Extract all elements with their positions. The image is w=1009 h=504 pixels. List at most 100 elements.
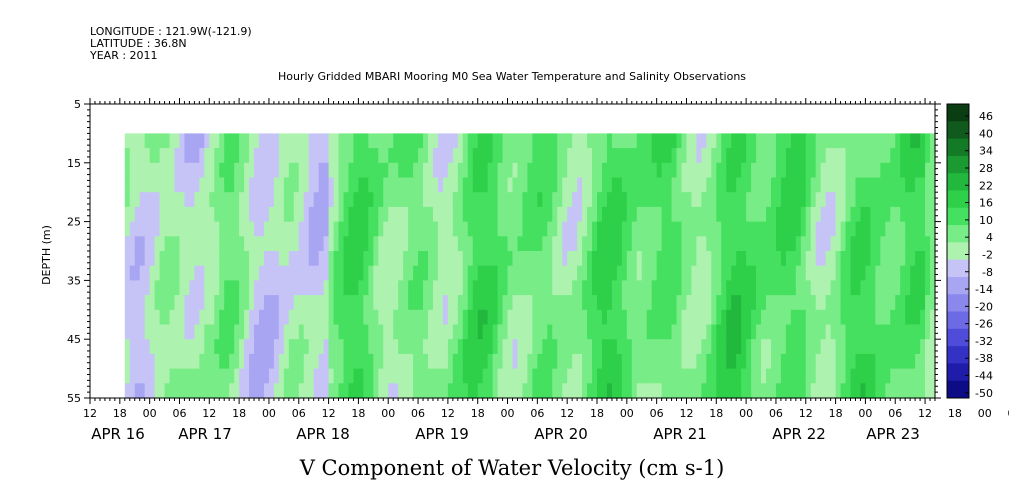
heatmap-cell bbox=[741, 280, 747, 296]
heatmap-cell bbox=[636, 177, 643, 193]
heatmap-cell bbox=[606, 295, 613, 311]
heatmap-cell bbox=[706, 251, 712, 267]
heatmap-cell bbox=[527, 353, 533, 370]
heatmap-cell bbox=[348, 295, 355, 311]
heatmap-cell bbox=[770, 236, 777, 252]
heatmap-cell bbox=[930, 339, 936, 355]
heatmap-cell bbox=[701, 383, 707, 399]
heatmap-cell bbox=[592, 162, 598, 179]
heatmap-cell bbox=[706, 295, 712, 311]
heatmap-cell bbox=[249, 133, 255, 149]
heatmap-cell bbox=[875, 177, 881, 193]
heatmap-cell bbox=[373, 368, 379, 384]
heatmap-cell bbox=[259, 324, 265, 340]
heatmap-cell bbox=[925, 162, 931, 179]
heatmap-cell bbox=[756, 383, 762, 399]
heatmap-cell bbox=[383, 148, 389, 164]
heatmap-cell bbox=[780, 133, 787, 149]
heatmap-cell bbox=[432, 309, 439, 326]
heatmap-cell bbox=[353, 221, 360, 237]
heatmap-cell bbox=[925, 368, 931, 384]
heatmap-cell bbox=[830, 353, 837, 370]
heatmap-cell bbox=[303, 236, 310, 252]
heatmap-cell bbox=[840, 192, 847, 208]
heatmap-cell bbox=[348, 236, 355, 252]
heatmap-cell bbox=[711, 309, 717, 326]
heatmap-cell bbox=[875, 251, 881, 267]
heatmap-cell bbox=[611, 339, 618, 355]
heatmap-cell bbox=[457, 383, 464, 399]
heatmap-cell bbox=[686, 368, 693, 384]
colorbar-tick-label: 4 bbox=[986, 231, 993, 244]
heatmap-cell bbox=[676, 251, 683, 267]
heatmap-cell bbox=[905, 368, 911, 384]
heatmap-cell bbox=[492, 251, 499, 267]
colorbar-tick-label: 22 bbox=[979, 179, 993, 192]
x-tick-label: 06 bbox=[888, 407, 902, 420]
heatmap-cell bbox=[860, 368, 867, 384]
heatmap-cell bbox=[840, 280, 847, 296]
heatmap-cell bbox=[676, 148, 683, 164]
heatmap-cell bbox=[194, 368, 200, 384]
x-tick-label: 12 bbox=[560, 407, 574, 420]
heatmap-cell bbox=[418, 236, 424, 252]
heatmap-cell bbox=[293, 309, 300, 326]
heatmap-cell bbox=[905, 309, 911, 326]
heatmap-cell bbox=[890, 324, 896, 340]
heatmap-cell bbox=[408, 295, 414, 311]
heatmap-cell bbox=[552, 162, 558, 179]
heatmap-cell bbox=[601, 192, 608, 208]
heatmap-cell bbox=[656, 368, 663, 384]
heatmap-cell bbox=[244, 251, 250, 267]
heatmap-cell bbox=[308, 265, 315, 281]
heatmap-cell bbox=[597, 339, 603, 355]
heatmap-cell bbox=[239, 221, 245, 237]
heatmap-cell bbox=[706, 339, 712, 355]
heatmap-cell bbox=[552, 236, 558, 252]
heatmap-cell bbox=[408, 177, 414, 193]
heatmap-cell bbox=[164, 339, 171, 355]
heatmap-cell bbox=[751, 133, 757, 149]
heatmap-cell bbox=[552, 368, 558, 384]
heatmap-cell bbox=[428, 162, 434, 179]
heatmap-cell bbox=[676, 339, 683, 355]
heatmap-cell bbox=[492, 368, 499, 384]
heatmap-cell bbox=[517, 162, 524, 179]
heatmap-cell bbox=[249, 295, 255, 311]
heatmap-cell bbox=[601, 339, 608, 355]
heatmap-cell bbox=[542, 339, 548, 355]
heatmap-cell bbox=[820, 162, 827, 179]
heatmap-cell bbox=[567, 295, 573, 311]
heatmap-cell bbox=[437, 148, 444, 164]
heatmap-cell bbox=[920, 206, 926, 223]
heatmap-cell bbox=[139, 309, 146, 326]
heatmap-cell bbox=[259, 192, 265, 208]
x-tick-label: 00 bbox=[381, 407, 395, 420]
heatmap-cell bbox=[681, 295, 688, 311]
heatmap-cell bbox=[775, 133, 782, 149]
heatmap-cell bbox=[532, 368, 538, 384]
heatmap-cell bbox=[209, 177, 215, 193]
heatmap-cell bbox=[925, 265, 931, 281]
heatmap-cell bbox=[318, 133, 325, 149]
heatmap-cell bbox=[154, 383, 161, 399]
heatmap-cell bbox=[527, 133, 533, 149]
heatmap-cell bbox=[795, 206, 802, 223]
heatmap-cell bbox=[731, 295, 737, 311]
heatmap-cell bbox=[159, 236, 166, 252]
heatmap-cell bbox=[810, 353, 817, 370]
heatmap-cell bbox=[303, 383, 310, 399]
heatmap-cell bbox=[900, 339, 906, 355]
heatmap-cell bbox=[696, 221, 702, 237]
heatmap-cell bbox=[651, 221, 658, 237]
heatmap-cell bbox=[601, 133, 608, 149]
heatmap-cell bbox=[800, 236, 807, 252]
heatmap-cell bbox=[661, 192, 668, 208]
heatmap-cell bbox=[244, 383, 250, 399]
heatmap-cell bbox=[283, 206, 290, 223]
heatmap-cell bbox=[313, 206, 320, 223]
heatmap-cell bbox=[368, 177, 374, 193]
heatmap-cell bbox=[348, 368, 355, 384]
heatmap-cell bbox=[840, 177, 847, 193]
heatmap-cell bbox=[144, 280, 151, 296]
